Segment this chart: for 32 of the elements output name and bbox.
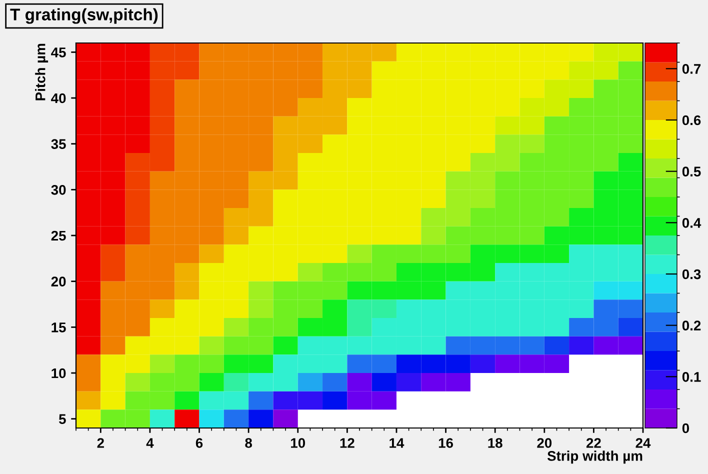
color-bar-label: 0.7 <box>682 64 701 74</box>
x-tick-label: 18 <box>488 438 502 448</box>
color-bar-label: 0.5 <box>682 166 701 177</box>
color-bar-label: 0.1 <box>682 372 701 382</box>
x-tick-label: 10 <box>291 438 306 448</box>
y-tick-label: 45 <box>51 48 66 58</box>
x-tick-label: 8 <box>245 438 252 448</box>
y-tick-label: 40 <box>51 93 66 104</box>
chart-title: T grating(sw,pitch) <box>10 8 158 24</box>
color-bar-label: 0 <box>682 423 690 434</box>
y-tick-label: 30 <box>51 185 66 195</box>
y-tick-label: 10 <box>52 368 66 378</box>
x-tick-label: 14 <box>390 438 404 448</box>
color-bar-label: 0.2 <box>682 320 701 331</box>
x-axis-title: Strip width µm <box>547 450 642 464</box>
x-tick-label: 12 <box>340 438 354 448</box>
y-tick-label: 5 <box>58 414 66 424</box>
y-tick-label: 15 <box>52 322 66 332</box>
x-tick-label: 22 <box>586 438 601 448</box>
x-tick-label: 20 <box>537 438 552 448</box>
color-bar-label: 0.4 <box>682 218 702 228</box>
x-tick-label: 24 <box>636 438 651 448</box>
color-bar-label: 0.3 <box>682 269 701 280</box>
y-tick-label: 25 <box>51 230 66 241</box>
x-tick-label: 4 <box>146 438 154 448</box>
color-bar-label: 0.6 <box>682 115 701 126</box>
x-tick-label: 2 <box>97 438 104 448</box>
x-tick-label: 16 <box>438 438 454 448</box>
x-tick-label: 6 <box>196 438 203 448</box>
y-tick-label: 35 <box>51 139 66 150</box>
y-tick-label: 20 <box>51 276 66 287</box>
y-axis-title: Pitch µm <box>35 44 48 100</box>
